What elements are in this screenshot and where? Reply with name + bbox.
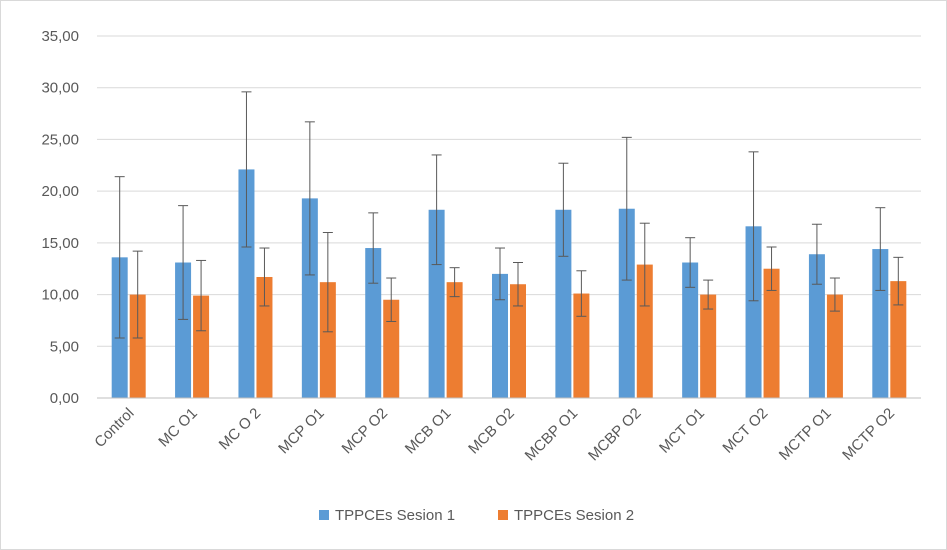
y-tick-label: 5,00 bbox=[50, 338, 79, 355]
bar-sesion-2 bbox=[826, 294, 843, 398]
bar-sesion-2 bbox=[129, 294, 146, 398]
bar-sesion-1 bbox=[175, 262, 192, 398]
y-tick-label: 15,00 bbox=[41, 235, 79, 252]
y-axis-ticks: 0,00 5,00 10,00 15,00 20,00 25,00 30,00 35,00 bbox=[41, 28, 79, 407]
legend-label-sesion-2: TPPCEs Sesion 2 bbox=[514, 507, 634, 524]
bar-sesion-2 bbox=[890, 281, 907, 398]
y-tick-label: 0,00 bbox=[50, 390, 79, 407]
y-tick-label: 30,00 bbox=[41, 80, 79, 97]
bar-sesion-2 bbox=[636, 264, 653, 398]
bars bbox=[111, 169, 907, 398]
bar-sesion-2 bbox=[510, 284, 526, 398]
bar-sesion-1 bbox=[492, 273, 508, 398]
bar-sesion-1 bbox=[238, 169, 255, 398]
bar-sesion-2 bbox=[573, 293, 590, 398]
bar-sesion-2 bbox=[319, 282, 336, 398]
bar-sesion-2 bbox=[446, 282, 463, 398]
x-tick-label: MCB O2 bbox=[465, 405, 518, 458]
bar-sesion-1 bbox=[428, 209, 445, 398]
legend-label-sesion-1: TPPCEs Sesion 1 bbox=[335, 507, 455, 524]
bar-sesion-2 bbox=[383, 299, 400, 398]
x-tick-label: MC O1 bbox=[155, 405, 201, 451]
bar-sesion-1 bbox=[555, 209, 572, 398]
bar-sesion-1 bbox=[365, 248, 382, 398]
bar-sesion-1 bbox=[682, 262, 699, 398]
x-tick-label: Control bbox=[91, 405, 137, 451]
legend-swatch-sesion-1 bbox=[319, 510, 329, 520]
x-tick-label: MCP O2 bbox=[339, 405, 392, 458]
gridlines bbox=[97, 35, 921, 347]
bar-sesion-2 bbox=[700, 294, 717, 398]
x-tick-label: MCBP O1 bbox=[522, 405, 582, 465]
error-bars bbox=[114, 91, 904, 339]
y-tick-label: 10,00 bbox=[41, 287, 79, 304]
x-tick-label: MCT O1 bbox=[656, 405, 708, 457]
bar-sesion-2 bbox=[763, 268, 780, 398]
legend: TPPCEs Sesion 1 TPPCEs Sesion 2 bbox=[319, 507, 634, 524]
legend-swatch-sesion-2 bbox=[498, 510, 508, 520]
x-tick-label: MCTP O1 bbox=[776, 405, 835, 464]
x-tick-label: MCP O1 bbox=[275, 405, 328, 458]
bar-sesion-2 bbox=[193, 295, 210, 398]
x-tick-label: MCT O2 bbox=[719, 405, 771, 457]
x-tick-label: MCB O1 bbox=[402, 405, 455, 458]
y-tick-label: 25,00 bbox=[41, 131, 79, 148]
bar-sesion-2 bbox=[256, 276, 273, 398]
bar-sesion-1 bbox=[872, 249, 889, 398]
x-tick-label: MCBP O2 bbox=[585, 405, 645, 465]
bar-sesion-1 bbox=[301, 198, 318, 398]
x-axis-ticks: Control MC O1 MC O 2 MCP O1 MCP O2 MCB O1 MCB … bbox=[91, 405, 898, 465]
bar-sesion-1 bbox=[618, 208, 635, 398]
bar-sesion-1 bbox=[808, 254, 825, 398]
x-tick-label: MC O 2 bbox=[216, 405, 265, 454]
bar-sesion-1 bbox=[745, 226, 762, 398]
y-tick-label: 35,00 bbox=[41, 28, 79, 45]
x-tick-label: MCTP O2 bbox=[839, 405, 898, 464]
y-tick-label: 20,00 bbox=[41, 183, 79, 200]
